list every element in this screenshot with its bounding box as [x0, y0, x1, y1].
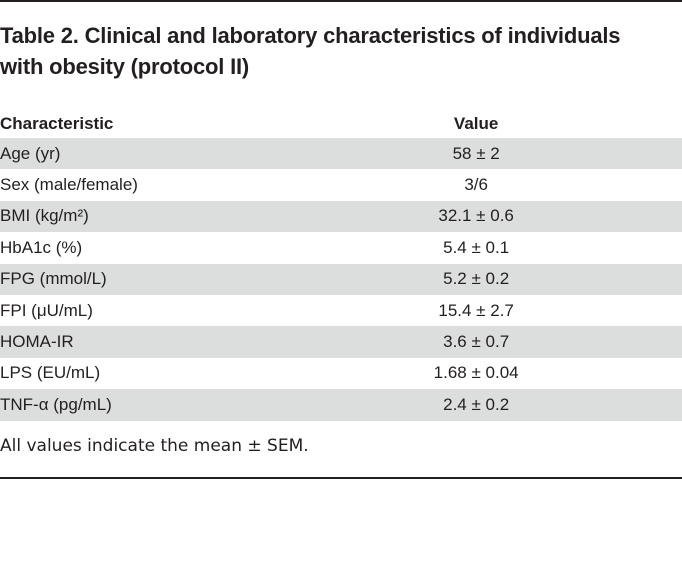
header-row: Characteristic Value: [0, 109, 682, 138]
row-label: TNF-α (pg/mL): [0, 389, 318, 421]
row-label: HbA1c (%): [0, 237, 83, 257]
row-spacer: [605, 169, 682, 200]
row-label: BMI (kg/m²): [0, 200, 318, 233]
table-row-sex: Sex (male/female) 3/6: [0, 169, 682, 200]
table-row-age: Age (yr) 58 ± 2: [0, 138, 682, 170]
table-row-hba1c: HbA1c (%) 5.4 ± 0.1: [0, 232, 682, 263]
row-value: 2.4 ± 0.2: [317, 389, 605, 421]
header-spacer: [605, 109, 682, 138]
row-label: Age (yr): [0, 138, 318, 170]
characteristics-table-container: Characteristic Value Age (yr) 58 ± 2 Sex…: [0, 109, 682, 421]
header-value: Value: [453, 113, 499, 133]
row-value: 5.2 ± 0.2: [317, 263, 605, 295]
row-value: 32.1 ± 0.6: [317, 200, 605, 233]
table-row-fpi: FPI (μU/mL) 15.4 ± 2.7: [0, 295, 682, 326]
row-spacer: [604, 326, 682, 358]
table-title-line-1: Table 2. Clinical and laboratory charact…: [0, 23, 621, 48]
row-value: 1.68 ± 0.04: [433, 363, 519, 383]
row-spacer: [604, 200, 682, 233]
table-row-fpg: FPG (mmol/L) 5.2 ± 0.2: [0, 263, 682, 295]
table-footnote: All values indicate the mean ± SEM.: [0, 436, 309, 456]
row-label: HOMA-IR: [0, 326, 318, 358]
characteristics-table: Characteristic Value Age (yr) 58 ± 2 Sex…: [0, 109, 682, 421]
row-spacer: [604, 263, 682, 295]
row-spacer: [605, 295, 682, 326]
header-characteristic: Characteristic: [0, 113, 114, 133]
table-row-bmi: BMI (kg/m²) 32.1 ± 0.6: [0, 200, 682, 233]
row-value: 5.4 ± 0.1: [443, 237, 510, 257]
table-row-tnf-alpha: TNF-α (pg/mL) 2.4 ± 0.2: [0, 389, 682, 421]
top-rule: [0, 0, 682, 2]
row-value: 58 ± 2: [317, 138, 605, 170]
row-label: LPS (EU/mL): [0, 363, 101, 383]
table-row-homa-ir: HOMA-IR 3.6 ± 0.7: [0, 326, 682, 358]
table-title: Table 2. Clinical and laboratory charact…: [0, 20, 670, 82]
row-value: 3.6 ± 0.7: [317, 326, 605, 358]
row-label: FPG (mmol/L): [0, 263, 318, 295]
row-spacer: [604, 389, 682, 421]
row-value: 3/6: [464, 175, 488, 195]
row-label: Sex (male/female): [0, 175, 138, 195]
row-spacer: [605, 232, 682, 263]
row-value: 15.4 ± 2.7: [438, 300, 514, 320]
row-spacer: [605, 358, 682, 389]
table-row-lps: LPS (EU/mL) 1.68 ± 0.04: [0, 358, 682, 389]
row-label: FPI (μU/mL): [0, 300, 93, 320]
bottom-rule: [0, 477, 682, 479]
table-title-line-2: with obesity (protocol II): [0, 54, 250, 79]
row-spacer: [604, 138, 682, 170]
